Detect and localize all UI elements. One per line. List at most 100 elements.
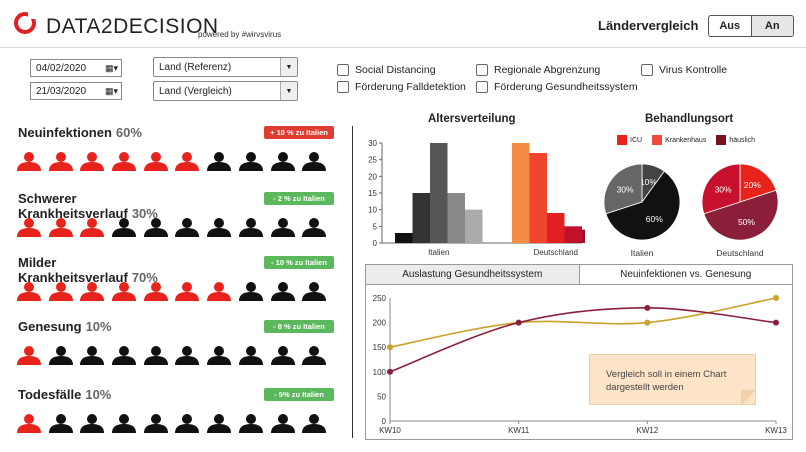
y-tick-label: 10 [368,206,377,215]
person-icon [207,414,232,433]
powered-by: powered by #wirvsvirus [198,30,282,39]
chevron-down-icon[interactable]: ▼ [280,82,297,100]
checkbox-label: Regionale Abgrenzung [494,64,601,76]
checkbox-regionale-abgrenzung[interactable]: Regionale Abgrenzung [476,64,600,76]
pie-label: Deutschland [716,248,764,258]
tab-neuinfektionen-genesung[interactable]: Neuinfektionen vs. Genesung [579,264,793,284]
checkbox-box[interactable] [641,64,653,76]
metric-title: Genesung 10% [18,319,112,334]
age-bar [447,193,465,243]
metric-badge: - 5% zu Italien [264,388,334,401]
metric-label: Milder Krankheitsverlauf [18,255,128,285]
date-from-picker[interactable]: 04/02/2020 ▦▾ [30,59,122,77]
treatment-chart-title: Behandlungsort [645,113,734,125]
person-icon [207,152,232,171]
date-to-value: 21/03/2020 [36,85,87,97]
checkbox-virus-kontrolle[interactable]: Virus Kontrolle [641,64,727,76]
y-tick-label: 100 [373,368,387,377]
y-tick-label: 0 [373,239,378,248]
checkbox-gesundheitssystem[interactable]: Förderung Gesundheitssystem [476,81,638,93]
person-icon [207,218,232,237]
checkbox-label: Förderung Gesundheitssystem [494,81,638,93]
metric-badge: + 10 % zu Italien [264,126,334,139]
y-tick-label: 200 [373,319,387,328]
person-icon [17,152,41,171]
metric-label: Todesfälle [18,387,82,402]
metric-percent: 30% [131,206,158,221]
age-bar [512,143,530,243]
checkbox-falldetektion[interactable]: Förderung Falldetektion [337,81,466,93]
metric-percent: 70% [131,270,158,285]
pie-slice-label: 30% [617,185,634,195]
checkbox-box[interactable] [476,64,488,76]
person-icon [17,414,41,433]
metric-title: Neuinfektionen 60% [18,125,142,140]
metric-title: Todesfälle 10% [18,387,111,402]
chart-tabs: Auslastung Gesundheitssystem Neuinfektio… [365,264,793,284]
x-tick-label: KW11 [508,426,530,435]
people-row [17,346,327,365]
checkbox-label: Förderung Falldetektion [355,81,466,93]
person-icon [238,152,263,171]
pie-slice [701,163,741,215]
country-compare-select[interactable]: Land (Vergleich) ▼ [153,81,298,101]
line-chart: 0 50 100 150 200 250 KW10 KW11 KW12 KW13 [373,294,788,435]
legend-label: Krankenhaus [665,136,707,144]
y-tick-label: 5 [373,222,378,231]
group-label: Italien [428,248,449,257]
date-to-picker[interactable]: 21/03/2020 ▦▾ [30,82,122,100]
toggle-on-button[interactable]: An [750,16,793,36]
annotation-note: Vergleich soll in einem Chart dargestell… [589,354,756,405]
metric-badge: - 10 % zu Italien [264,256,334,269]
legend-label: häuslich [729,136,756,144]
checkbox-box[interactable] [476,81,488,93]
person-icon [143,346,168,365]
pie-slice-label: 30% [715,185,732,195]
pie-slice-label: 50% [738,217,755,227]
person-icon [270,282,295,301]
checkbox-social-distancing[interactable]: Social Distancing [337,64,436,76]
legend-item: Krankenhaus [652,135,706,145]
pie-slice [605,170,681,241]
toggle-off-button[interactable]: Aus [719,20,741,32]
x-tick-label: KW12 [636,426,658,435]
age-bar [564,226,582,243]
treatment-legend: ICU Krankenhaus häuslich [617,135,755,145]
age-bar [582,229,585,243]
metric-percent: 60% [115,125,142,140]
series-point [644,319,651,326]
person-icon [270,152,295,171]
country-reference-select[interactable]: Land (Referenz) ▼ [153,57,298,77]
person-icon [175,282,200,301]
metric-label: Schwerer Krankheitsverlauf [18,191,128,221]
calendar-icon[interactable]: ▦▾ [104,85,118,96]
chevron-down-icon[interactable]: ▼ [280,58,297,76]
person-icon [270,414,295,433]
person-icon [48,282,73,301]
y-tick-label: 15 [368,189,377,198]
person-icon [302,152,327,171]
person-icon [175,414,200,433]
series-point [515,319,522,326]
age-bar [465,209,483,243]
age-chart-title: Altersverteilung [428,113,516,125]
y-tick-label: 30 [368,139,377,148]
person-icon [302,282,327,301]
person-icon [48,346,73,365]
compare-toggle[interactable]: Aus An [708,15,794,37]
person-icon [17,346,41,365]
person-icon [80,282,105,301]
legend-label: ICU [630,136,643,144]
person-icon [270,218,295,237]
y-tick-label: 250 [373,294,387,303]
country-reference-value: Land (Referenz) [159,61,232,73]
app-header: DATA2DECISION powered by #wirvsvirus Län… [0,0,806,48]
tab-auslastung[interactable]: Auslastung Gesundheitssystem [365,264,580,284]
checkbox-box[interactable] [337,81,349,93]
person-icon [175,218,200,237]
checkbox-box[interactable] [337,64,349,76]
person-icon [112,282,137,301]
calendar-icon[interactable]: ▦▾ [104,62,118,73]
series-point [644,304,651,311]
logo-gap [28,10,38,19]
